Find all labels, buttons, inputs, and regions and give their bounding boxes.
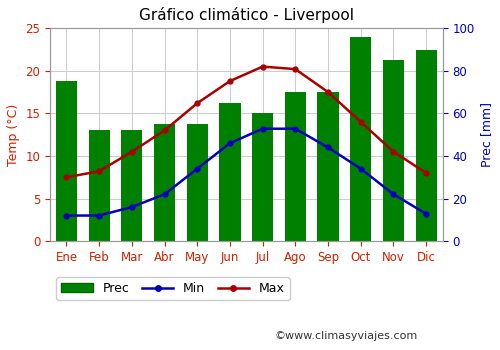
Y-axis label: Temp (°C): Temp (°C) [7, 104, 20, 166]
Bar [186, 124, 208, 241]
Bar [56, 82, 77, 241]
Y-axis label: Prec [mm]: Prec [mm] [480, 102, 493, 167]
Bar [416, 50, 437, 241]
Bar [284, 92, 306, 241]
Text: ©www.climasyviajes.com: ©www.climasyviajes.com [275, 331, 418, 341]
Bar [318, 92, 338, 241]
Bar [121, 131, 142, 241]
Bar [350, 37, 372, 241]
Title: Gráfico climático - Liverpool: Gráfico climático - Liverpool [139, 7, 354, 23]
Bar [383, 60, 404, 241]
Bar [154, 124, 175, 241]
Bar [220, 103, 240, 241]
Bar [88, 131, 110, 241]
Legend: Prec, Min, Max: Prec, Min, Max [56, 277, 290, 300]
Bar [252, 113, 274, 241]
